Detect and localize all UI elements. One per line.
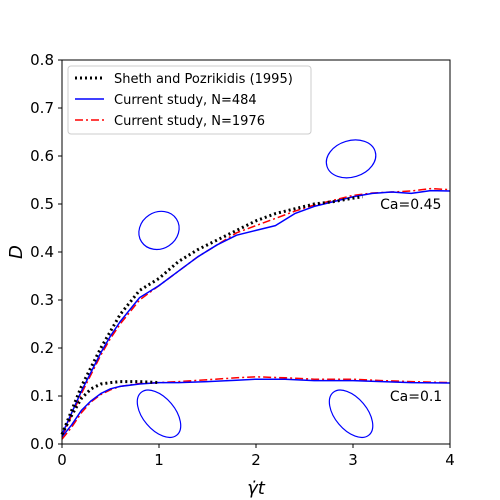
series-0-line-0: [60, 195, 363, 435]
drop-shape-1: [325, 139, 377, 179]
y-tick-label-3: 0.3: [30, 291, 54, 309]
y-tick-label-1: 0.1: [30, 387, 54, 405]
drop-shape-3: [328, 389, 374, 439]
y-tick-label-7: 0.7: [30, 99, 54, 117]
annotation-1: Ca=0.1: [390, 389, 442, 405]
legend-label-0: Sheth and Pozrikidis (1995): [114, 72, 293, 87]
series-1-line-1: [61, 378, 451, 438]
legend: Sheth and Pozrikidis (1995) Current study…: [67, 65, 312, 135]
y-tick-label-4: 0.4: [30, 243, 54, 261]
series-1-line-0: [61, 189, 451, 435]
series-0-line-1: [60, 380, 160, 436]
y-tick-label-2: 0.2: [30, 339, 54, 357]
legend-label-1: Current study, N=484: [114, 93, 257, 108]
series-layer: [60, 187, 451, 440]
legend-label-2: Current study, N=1976: [114, 114, 265, 129]
x-axis-label: γ̇t: [247, 478, 266, 499]
x-tick-label-2: 2: [251, 451, 261, 469]
series-2-line-1: [61, 376, 451, 440]
y-tick-label-0: 0.0: [30, 435, 54, 453]
drop-shape-0: [138, 210, 180, 251]
y-axis-label: D: [6, 245, 27, 259]
drop-shape-2: [136, 389, 182, 439]
annotations: Ca=0.45 Ca=0.1: [380, 197, 442, 405]
x-tick-label-1: 1: [154, 451, 164, 469]
axis-ticks: 0 1 2 3 4 0.0 0.1 0.2 0.3 0.4 0.5 0.6 0.7 0.8: [30, 51, 455, 469]
y-tick-label-8: 0.8: [30, 51, 54, 69]
x-tick-label-4: 4: [445, 451, 455, 469]
legend-box: [67, 65, 312, 135]
annotation-0: Ca=0.45: [380, 197, 441, 213]
y-tick-label-5: 0.5: [30, 195, 54, 213]
y-tick-label-6: 0.6: [30, 147, 54, 165]
x-tick-label-3: 3: [348, 451, 358, 469]
drop-shapes: [136, 139, 377, 439]
x-tick-label-0: 0: [57, 451, 67, 469]
